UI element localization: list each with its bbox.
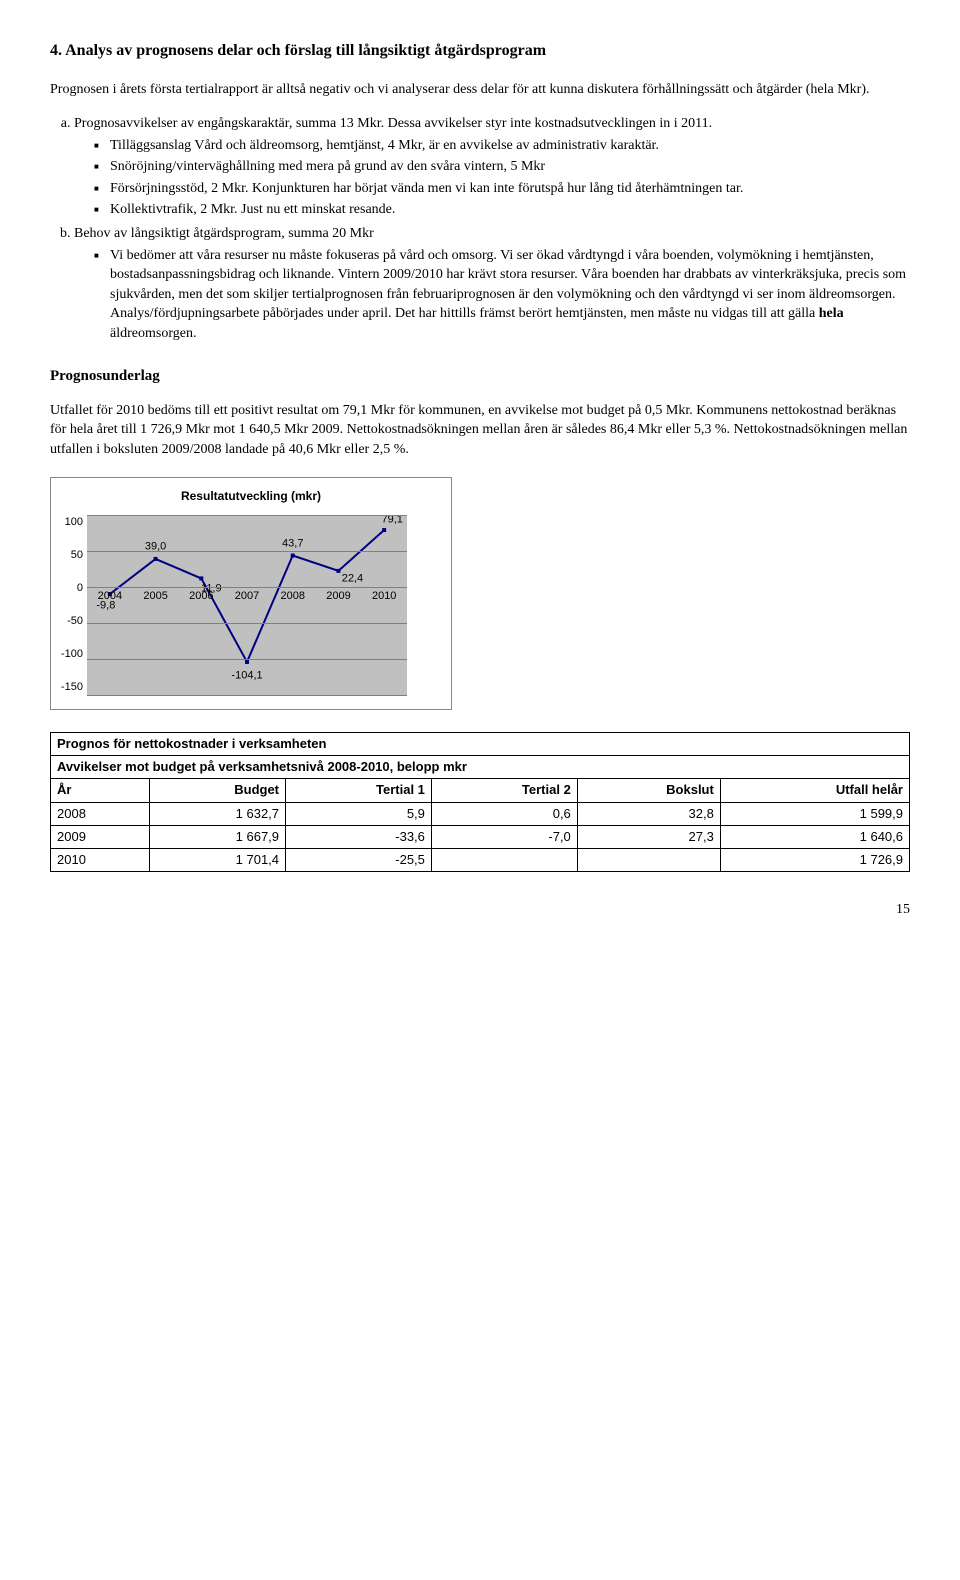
- table-cell: 1 726,9: [720, 849, 909, 872]
- list-b-bullets: Vi bedömer att våra resurser nu måste fo…: [74, 246, 910, 344]
- table-row: 20081 632,75,90,632,81 599,9: [51, 802, 910, 825]
- table-subtitle: Avvikelser mot budget på verksamhetsnivå…: [51, 756, 910, 779]
- table-cell: -25,5: [286, 849, 432, 872]
- chart-gridline: [87, 659, 407, 660]
- chart-xtick: 2007: [224, 589, 270, 604]
- bullet: Snöröjning/vinterväghållning med mera på…: [94, 157, 910, 177]
- chart-x-axis: 2004200520062007200820092010: [87, 589, 407, 604]
- table-cell: 32,8: [577, 802, 720, 825]
- list-a-bullets: Tilläggsanslag Vård och äldreomsorg, hem…: [74, 136, 910, 220]
- table-cell: -7,0: [431, 825, 577, 848]
- table-row: 20091 667,9-33,6-7,027,31 640,6: [51, 825, 910, 848]
- chart-xtick: 2008: [270, 589, 316, 604]
- chart-title: Resultatutveckling (mkr): [61, 488, 441, 505]
- chart-gridline: [87, 551, 407, 552]
- table-row: 20101 701,4-25,5 1 726,9: [51, 849, 910, 872]
- table-cell: 1 667,9: [149, 825, 285, 848]
- analysis-list: Prognosavvikelser av engångskaraktär, su…: [50, 114, 910, 344]
- chart-y-axis: 100 50 0 -50 -100 -150: [61, 515, 87, 695]
- page-number: 15: [50, 900, 910, 920]
- table-cell: 1 640,6: [720, 825, 909, 848]
- table-cell: 1 701,4: [149, 849, 285, 872]
- bullet: Tilläggsanslag Vård och äldreomsorg, hem…: [94, 136, 910, 156]
- result-chart: Resultatutveckling (mkr) 100 50 0 -50 -100 -1…: [50, 477, 452, 710]
- underlag-heading: Prognosunderlag: [50, 366, 910, 387]
- bullet-extra: Analys/fördjupningsarbete påbörjades und…: [110, 306, 844, 341]
- chart-gridline: [87, 695, 407, 696]
- table-cell: 27,3: [577, 825, 720, 848]
- table-cell: [431, 849, 577, 872]
- table-cell: [577, 849, 720, 872]
- table-cell: 1 632,7: [149, 802, 285, 825]
- chart-xtick: 2009: [316, 589, 362, 604]
- table-column-header: Tertial 2: [431, 779, 577, 802]
- chart-gridline: [87, 623, 407, 624]
- section-heading: 4. Analys av prognosens delar och försla…: [50, 40, 910, 62]
- bullet: Kollektivtrafik, 2 Mkr. Just nu ett mins…: [94, 200, 910, 220]
- bullet: Vi bedömer att våra resurser nu måste fo…: [94, 246, 910, 344]
- section-intro: Prognosen i årets första tertialrapport …: [50, 80, 910, 100]
- chart-line-svg: [87, 515, 407, 695]
- chart-xtick: 2010: [361, 589, 407, 604]
- table-cell: 2010: [51, 849, 150, 872]
- list-item-a: Prognosavvikelser av engångskaraktär, su…: [74, 114, 910, 220]
- table-cell: -33,6: [286, 825, 432, 848]
- chart-xtick: 2005: [133, 589, 179, 604]
- chart-ytick: 0: [61, 581, 83, 596]
- table-column-header: Bokslut: [577, 779, 720, 802]
- table-column-header: Tertial 1: [286, 779, 432, 802]
- chart-gridline: [87, 515, 407, 516]
- chart-plot-area: 2004200520062007200820092010 -9,839,011,…: [87, 515, 407, 695]
- underlag-paragraph: Utfallet för 2010 bedöms till ett positi…: [50, 401, 910, 460]
- chart-ytick: -50: [61, 614, 83, 629]
- table-cell: 5,9: [286, 802, 432, 825]
- table-cell: 2008: [51, 802, 150, 825]
- chart-ytick: -100: [61, 647, 83, 662]
- table-cell: 2009: [51, 825, 150, 848]
- table-column-header: Utfall helår: [720, 779, 909, 802]
- bullet: Försörjningsstöd, 2 Mkr. Konjunkturen ha…: [94, 179, 910, 199]
- list-b-text: Behov av långsiktigt åtgärdsprogram, sum…: [74, 226, 374, 241]
- list-a-text: Prognosavvikelser av engångskaraktär, su…: [74, 116, 712, 131]
- list-item-b: Behov av långsiktigt åtgärdsprogram, sum…: [74, 224, 910, 344]
- prognosis-table: Prognos för nettokostnader i verksamhete…: [50, 732, 910, 872]
- table-cell: 0,6: [431, 802, 577, 825]
- chart-ytick: 100: [61, 515, 83, 530]
- chart-xtick: 2006: [178, 589, 224, 604]
- chart-ytick: 50: [61, 548, 83, 563]
- table-column-header: Budget: [149, 779, 285, 802]
- table-column-header: År: [51, 779, 150, 802]
- table-title: Prognos för nettokostnader i verksamhete…: [51, 733, 910, 756]
- chart-xtick: 2004: [87, 589, 133, 604]
- table-cell: 1 599,9: [720, 802, 909, 825]
- bullet-text: Vi bedömer att våra resurser nu måste fo…: [110, 248, 906, 302]
- chart-gridline: [87, 587, 407, 588]
- chart-ytick: -150: [61, 680, 83, 695]
